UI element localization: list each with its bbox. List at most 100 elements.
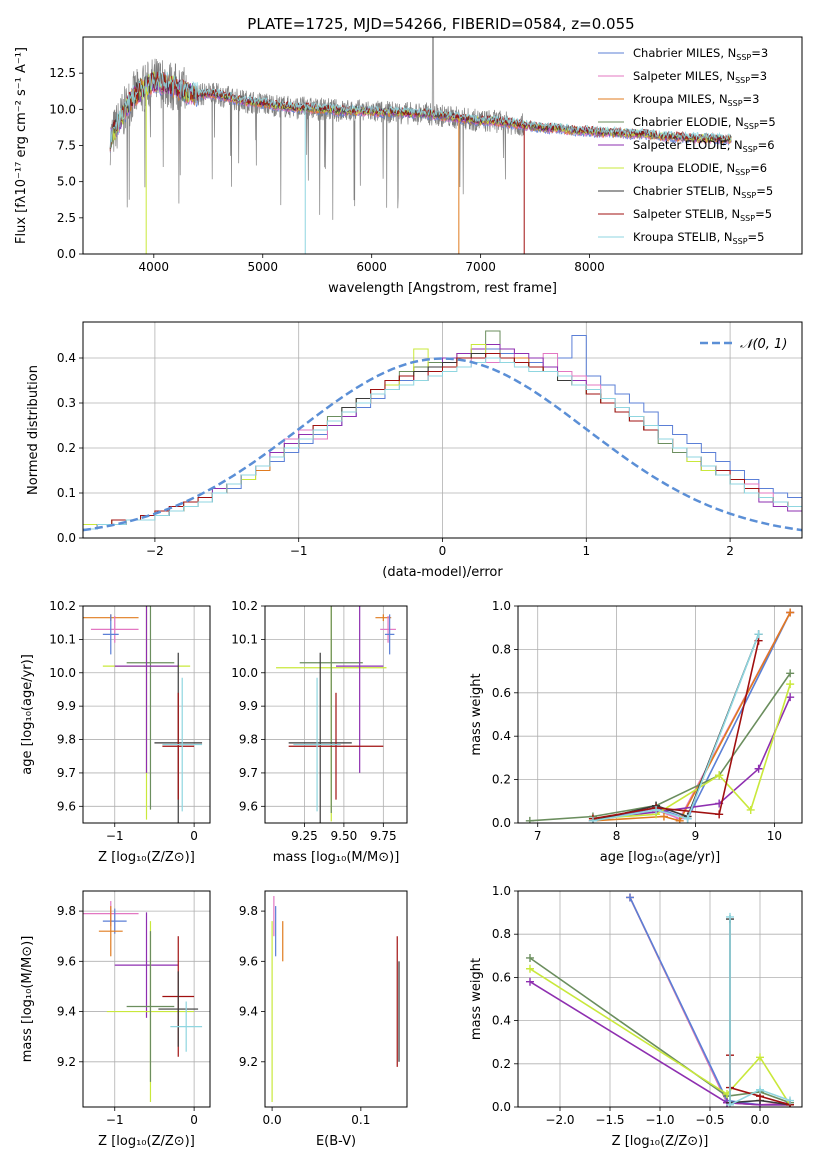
y-axis-label: mass weight [469, 958, 484, 1040]
y-tick-label: 10.0 [49, 666, 76, 680]
y-axis-label: mass weight [469, 673, 484, 755]
plot-area [83, 606, 203, 823]
y-tick-label: 9.7 [239, 766, 258, 780]
y-tick-label: 9.2 [239, 1055, 258, 1069]
legend-entry: Chabrier MILES, NSSP=3 [633, 46, 768, 62]
weight-line-9 [729, 916, 791, 1107]
y-tick-label: 0.2 [492, 773, 511, 787]
y-tick-label: 0.3 [57, 396, 76, 410]
legend-entry: Salpeter ELODIE, NSSP=6 [633, 138, 775, 154]
weight-marker [626, 893, 634, 902]
y-tick-label: 9.6 [239, 954, 258, 968]
y-tick-label: 9.6 [57, 799, 76, 813]
y-tick-label: 9.8 [57, 904, 76, 918]
plot-area [276, 606, 396, 823]
legend-entry: Kroupa ELODIE, NSSP=6 [633, 161, 767, 177]
y-tick-label: 10.0 [49, 102, 76, 116]
weight-marker [786, 693, 795, 702]
x-axis-label: Z [log₁₀(Z/Z⊙)] [98, 1134, 195, 1149]
y-tick-label: 2.5 [57, 211, 76, 225]
weight-marker [786, 680, 795, 689]
y-tick-label: 0.4 [492, 1014, 511, 1028]
y-tick-label: 10.2 [231, 599, 258, 613]
x-tick-label: 9.75 [370, 829, 397, 843]
y-tick-label: 9.8 [239, 733, 258, 747]
weight-line-5 [529, 981, 790, 1106]
plot-area [526, 893, 794, 1107]
x-tick-label: 2 [726, 544, 734, 558]
x-tick-label: −1 [106, 1113, 124, 1127]
weight-marker [786, 608, 795, 617]
y-axis-label: Normed distribution [26, 365, 41, 495]
legend: Chabrier MILES, NSSP=3 Salpeter MILES, NS… [598, 46, 776, 246]
panel-age-vs-mass: 9.25 9.50 9.75 9.6 9.7 9.8 9.9 10.0 10.1 10.2 mass… [231, 599, 408, 865]
plot-frame [82, 605, 211, 824]
y-tick-label: 0.0 [492, 1100, 511, 1114]
x-tick-label: 0.0 [750, 1113, 769, 1127]
y-tick-label: 10.1 [231, 632, 258, 646]
y-tick-label: 0.1 [57, 486, 76, 500]
weight-marker [726, 1100, 734, 1107]
legend-entry: Salpeter MILES, NSSP=3 [633, 69, 767, 85]
panel-weight-vs-z: −2.0 −1.5 −1.0 −0.5 0.0 0.0 0.2 0.4 0.6 0.8 1.0 Z [… [469, 884, 803, 1149]
x-tick-label: 0.0 [263, 1113, 282, 1127]
x-axis-label: Z [log₁₀(Z/Z⊙)] [98, 850, 195, 865]
legend-entry: Kroupa MILES, NSSP=3 [633, 92, 759, 108]
y-tick-label: 0.2 [492, 1057, 511, 1071]
panel-mass-vs-ebv: 0.0 0.1 9.2 9.4 9.6 9.8 E(B-V) [239, 890, 408, 1149]
weight-line-6 [529, 968, 791, 1106]
y-tick-label: 12.5 [49, 66, 76, 80]
weight-marker [715, 771, 724, 780]
x-tick-label: −1 [290, 544, 308, 558]
weight-marker [754, 630, 763, 639]
plot-area [271, 896, 400, 1102]
x-tick-label: −1 [106, 829, 124, 843]
x-tick-label: 0 [439, 544, 447, 558]
y-tick-label: 9.9 [239, 699, 258, 713]
figure-title: PLATE=1725, MJD=54266, FIBERID=0584, z=0… [247, 15, 634, 33]
weight-line-4 [529, 672, 791, 822]
weight-marker [588, 816, 597, 823]
gaussian-reference-line [83, 357, 802, 532]
x-tick-label: −0.5 [695, 1113, 724, 1127]
y-tick-label: 0.0 [57, 247, 76, 261]
weight-marker [786, 1096, 794, 1105]
weight-marker [726, 912, 734, 921]
y-tick-label: 5.0 [57, 175, 76, 189]
panels: 4000 5000 6000 7000 80000.02.55.07.510.012.5… [14, 36, 803, 1149]
panel-age-vs-z: −1 0 9.6 9.7 9.8 9.9 10.0 10.1 10.2 Z [log₁₀(Z/Z⊙… [20, 599, 211, 865]
weight-marker [715, 810, 724, 819]
plot-area [83, 330, 802, 532]
weight-marker [652, 805, 661, 814]
panel-mass-vs-z: −1 0 9.2 9.4 9.6 9.8 Z [log₁₀(Z/Z⊙)] mass [log₁… [20, 890, 211, 1149]
plot-frame [517, 605, 803, 824]
y-tick-label: 9.7 [57, 766, 76, 780]
x-tick-label: 1 [582, 544, 590, 558]
x-tick-label: 10 [767, 829, 782, 843]
x-tick-label: 7000 [465, 260, 496, 274]
x-tick-label: −2 [146, 544, 164, 558]
y-tick-label: 10.2 [49, 599, 76, 613]
x-axis-label: mass [log₁₀(M/M⊙)] [273, 850, 400, 865]
x-axis-label: (data-model)/error [382, 565, 503, 580]
y-tick-label: 0.0 [57, 531, 76, 545]
model-line-9 [109, 70, 732, 148]
y-tick-label: 0.4 [492, 729, 511, 743]
x-axis-label: age [log₁₀(age/yr)] [600, 850, 721, 865]
weight-marker [683, 814, 692, 823]
y-tick-label: 0.8 [492, 642, 511, 656]
y-tick-label: 0.2 [57, 441, 76, 455]
plot-area [83, 901, 203, 1102]
weight-line-4 [529, 957, 791, 1104]
x-tick-label: 0 [190, 829, 198, 843]
weight-marker [526, 953, 534, 962]
x-tick-label: 9 [692, 829, 700, 843]
x-tick-label: 5000 [247, 260, 278, 274]
weight-line-8 [592, 640, 760, 820]
x-axis-label: Z [log₁₀(Z/Z⊙)] [612, 1134, 709, 1149]
x-tick-label: 9.25 [291, 829, 318, 843]
weight-line-1 [592, 612, 791, 822]
y-tick-label: 9.8 [57, 733, 76, 747]
x-tick-label: −1.0 [645, 1113, 674, 1127]
plot-frame [82, 890, 211, 1108]
